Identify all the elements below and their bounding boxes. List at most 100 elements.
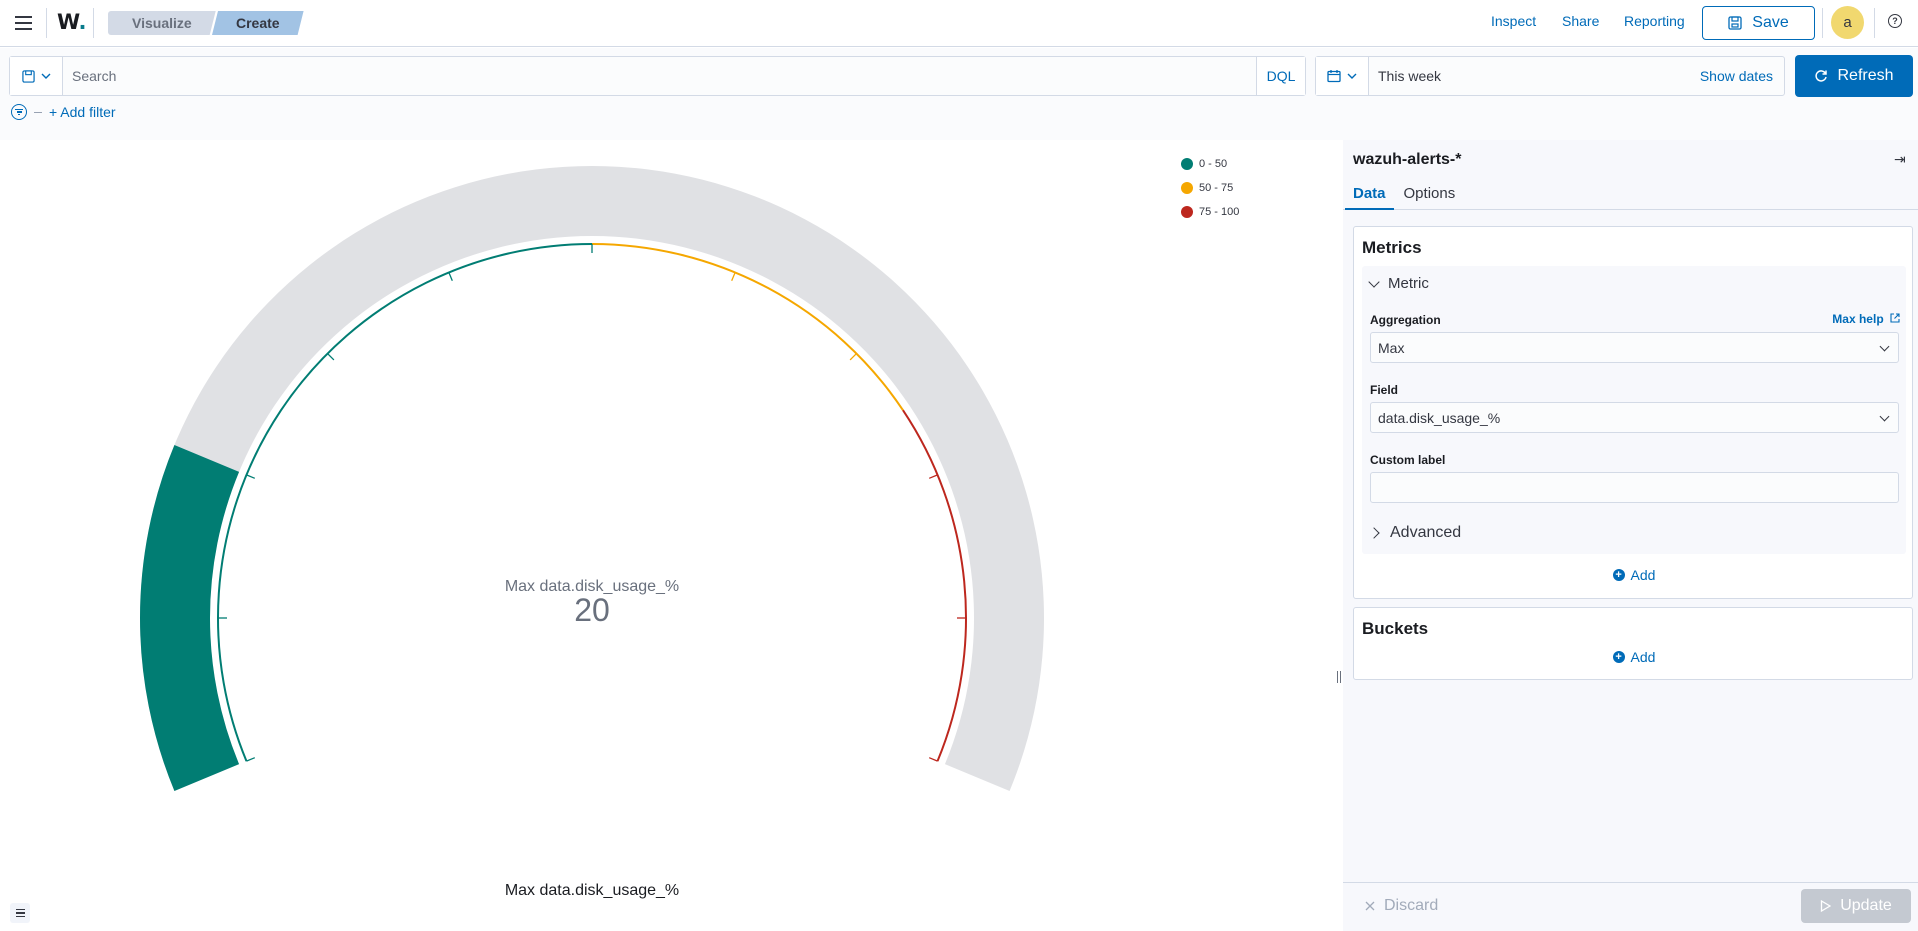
legend-item[interactable]: 50 - 75 — [1181, 176, 1239, 200]
refresh-button[interactable]: Refresh — [1795, 55, 1913, 97]
play-icon — [1821, 900, 1832, 912]
discard-button[interactable]: Discard — [1365, 897, 1438, 915]
share-link[interactable]: Share — [1562, 13, 1600, 29]
divider — [1874, 8, 1875, 38]
index-pattern-title: wazuh-alerts-* — [1353, 151, 1462, 168]
gauge-chart — [139, 165, 1044, 791]
gauge-background-band — [139, 165, 1044, 791]
update-label: Update — [1840, 897, 1892, 914]
avatar[interactable]: a — [1831, 6, 1864, 39]
tab-options[interactable]: Options — [1403, 185, 1456, 202]
refresh-label: Refresh — [1837, 67, 1894, 84]
divider — [34, 111, 42, 113]
advanced-toggle[interactable]: Advanced — [1368, 524, 1462, 542]
refresh-icon — [1815, 70, 1828, 82]
legend-dot — [1181, 182, 1193, 194]
field-label: Field — [1370, 383, 1399, 397]
menu-icon[interactable] — [10, 10, 36, 36]
chart-title: Max data.disk_usage_% — [504, 882, 680, 899]
divider — [1822, 8, 1823, 38]
reporting-link[interactable]: Reporting — [1624, 13, 1685, 29]
gauge-tick — [246, 757, 256, 762]
collapse-sidebar-icon[interactable]: ⇥ — [1894, 151, 1906, 167]
advanced-label: Advanced — [1390, 524, 1462, 541]
plus-icon: + — [1612, 651, 1625, 663]
discard-label: Discard — [1384, 897, 1439, 914]
aggregation-label: Aggregation — [1370, 313, 1441, 327]
top-header: W. Visualize Create Inspect Share Report… — [0, 0, 1918, 47]
help-icon[interactable]: ? — [1888, 14, 1902, 28]
editor-sidebar: wazuh-alerts-* ⇥ Data Options Metrics Me… — [1343, 140, 1918, 931]
app-logo[interactable]: W. — [57, 10, 87, 34]
breadcrumb-create: Create — [212, 11, 304, 35]
external-link-icon — [1890, 313, 1900, 323]
legend-label: 0 - 50 — [1199, 158, 1228, 170]
filter-row: + Add filter — [11, 104, 116, 120]
add-label: Add — [1630, 649, 1656, 665]
buckets-title: Buckets — [1362, 619, 1429, 638]
quick-select-button[interactable] — [1316, 57, 1369, 95]
chevron-down-icon — [1368, 275, 1380, 288]
gauge-range-arc — [591, 243, 904, 411]
show-dates-link[interactable]: Show dates — [1699, 68, 1773, 84]
metric-header-label: Metric — [1388, 275, 1429, 292]
aggregation-value: Max — [1378, 339, 1405, 356]
search-input[interactable] — [63, 57, 1256, 95]
aggregation-select[interactable]: Max — [1370, 332, 1899, 363]
legend-label: 50 - 75 — [1199, 182, 1234, 194]
query-bar: DQL This week Show dates Refresh + — [0, 48, 1918, 140]
gauge-tick — [731, 272, 736, 282]
gauge-tick — [327, 353, 335, 361]
field-select[interactable]: data.disk_usage_% — [1370, 402, 1899, 433]
saved-query-button[interactable] — [10, 57, 63, 95]
filter-icon[interactable] — [11, 104, 27, 120]
save-icon — [21, 69, 35, 83]
add-filter-button[interactable]: + Add filter — [49, 104, 116, 120]
save-icon — [1728, 16, 1742, 30]
date-picker: This week Show dates — [1315, 56, 1785, 96]
breadcrumb-visualize[interactable]: Visualize — [108, 11, 216, 35]
chevron-down-icon — [1347, 73, 1357, 79]
metrics-panel: Metrics Metric Aggregation Max help Max … — [1353, 226, 1913, 599]
gauge-tick — [928, 474, 938, 479]
chevron-down-icon — [1879, 411, 1890, 422]
add-metric-button[interactable]: + Add — [1354, 567, 1914, 583]
custom-label-label: Custom label — [1370, 453, 1446, 467]
tab-data[interactable]: Data — [1345, 178, 1394, 210]
visualization-canvas: 0 - 50 50 - 75 75 - 100 Max data.disk_us… — [0, 140, 1341, 931]
gauge-metric-label: Max data.disk_usage_% — [504, 578, 680, 595]
legend-item[interactable]: 75 - 100 — [1181, 200, 1239, 224]
gauge-tick — [928, 757, 938, 762]
metric-accordion-toggle[interactable]: Metric — [1368, 275, 1429, 292]
legend-toggle-icon[interactable] — [10, 903, 30, 923]
date-range-value[interactable]: This week — [1378, 68, 1442, 84]
chevron-down-icon — [41, 73, 50, 79]
close-icon — [1365, 901, 1375, 911]
save-button[interactable]: Save — [1702, 6, 1815, 40]
gauge-tick — [849, 353, 857, 361]
update-button[interactable]: Update — [1801, 889, 1911, 923]
custom-label-input[interactable] — [1370, 472, 1899, 503]
resize-handle[interactable] — [1337, 671, 1341, 683]
inspect-link[interactable]: Inspect — [1491, 13, 1537, 29]
divider — [46, 8, 47, 38]
metrics-title: Metrics — [1362, 238, 1422, 257]
add-label: Add — [1630, 567, 1656, 583]
buckets-panel: Buckets + Add — [1353, 607, 1913, 680]
chevron-right-icon — [1368, 527, 1380, 539]
legend-dot — [1181, 206, 1193, 218]
add-bucket-button[interactable]: + Add — [1354, 649, 1914, 665]
max-help-link[interactable]: Max help — [1832, 312, 1900, 326]
gauge-value: 20 — [574, 592, 610, 628]
legend-dot — [1181, 158, 1193, 170]
editor-tabs: Data Options — [1343, 178, 1918, 210]
legend-item[interactable]: 0 - 50 — [1181, 152, 1239, 176]
max-help-label: Max help — [1832, 312, 1884, 326]
chevron-down-icon — [1879, 341, 1890, 352]
field-value: data.disk_usage_% — [1378, 409, 1501, 426]
legend-label: 75 - 100 — [1199, 206, 1240, 218]
gauge-range-arc — [902, 409, 967, 762]
editor-footer: Discard Update — [1343, 882, 1918, 931]
query-language-button[interactable]: DQL — [1256, 57, 1305, 95]
gauge-tick — [246, 474, 256, 479]
